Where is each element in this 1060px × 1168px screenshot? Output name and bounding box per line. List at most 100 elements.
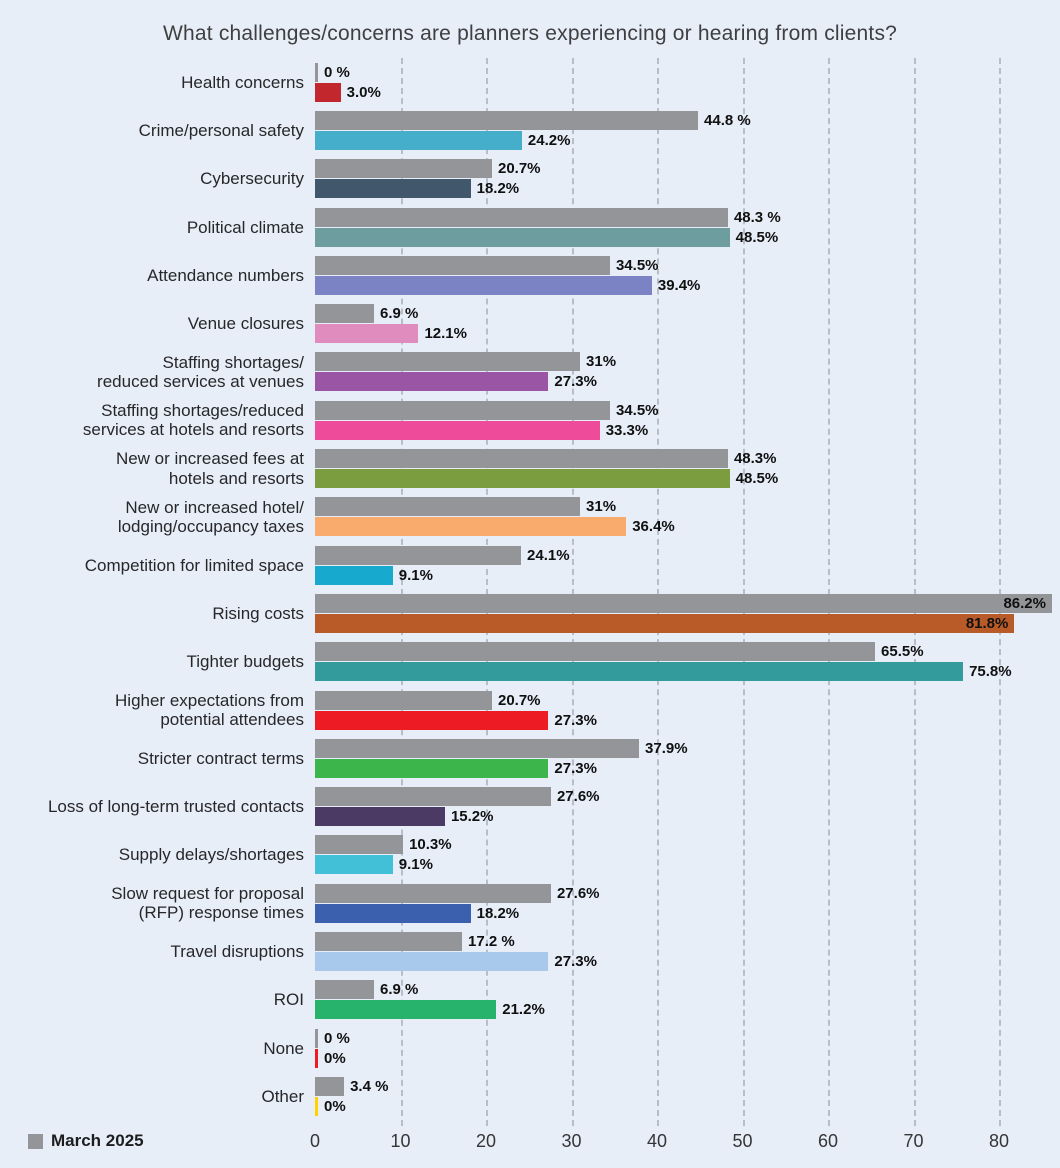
bar-march-2025 <box>315 787 551 807</box>
category-row: Crime/personal safety 44.8 % 24.2% <box>0 106 1060 154</box>
category-label: Higher expectations from potential atten… <box>115 690 304 729</box>
bar-line: 48.5% <box>315 469 1060 489</box>
category-row: Cybersecurity 20.7% 18.2% <box>0 155 1060 203</box>
bar-line: 33.3% <box>315 420 1060 440</box>
bar-march-2025: 86.2% <box>315 593 1052 613</box>
bar-line: 27.3% <box>315 758 1060 778</box>
category-label: Staffing shortages/reduced services at h… <box>82 401 304 440</box>
bar-value-label: 27.3% <box>554 759 597 777</box>
legend-march-2025-label: March 2025 <box>51 1131 144 1150</box>
bar-value-label: 75.8% <box>969 663 1012 681</box>
bar-line: 27.6% <box>315 883 1060 903</box>
category-row: Health concerns 0 % 3.0% <box>0 58 1060 106</box>
bar-comparison <box>315 469 730 489</box>
category-bars: 65.5% 75.8% <box>315 642 1060 682</box>
category-row: Loss of long-term trusted contacts 27.6%… <box>0 782 1060 830</box>
category-label: Cybersecurity <box>200 169 304 189</box>
bar-march-2025 <box>315 1028 318 1048</box>
category-label: New or increased fees at hotels and reso… <box>115 449 304 488</box>
category-row: Higher expectations from potential atten… <box>0 686 1060 734</box>
bar-line: 27.3% <box>315 710 1060 730</box>
bar-value-label: 81.8% <box>965 614 1009 632</box>
bar-comparison <box>315 324 419 344</box>
bar-line: 48.3% <box>315 449 1060 469</box>
category-bars: 34.5% 33.3% <box>315 400 1060 440</box>
bar-comparison <box>315 565 393 585</box>
bar-line: 24.1% <box>315 545 1060 565</box>
category-bars: 24.1% 9.1% <box>315 545 1060 585</box>
bar-value-label: 48.3 % <box>733 208 781 226</box>
category-row: Other 3.4 % 0% <box>0 1072 1060 1120</box>
bar-line: 0 % <box>315 62 1060 82</box>
bar-comparison <box>315 951 549 971</box>
bar-rows-container: Health concerns 0 % 3.0% Crime/personal s… <box>0 58 1060 1121</box>
bar-march-2025 <box>315 642 876 662</box>
category-row: ROI 6.9 % 21.2% <box>0 976 1060 1024</box>
bar-comparison <box>315 275 652 295</box>
category-bars: 0 % 0% <box>315 1028 1060 1068</box>
bar-value-label: 9.1% <box>398 566 433 584</box>
category-label: Slow request for proposal (RFP) response… <box>111 884 304 923</box>
bar-comparison <box>315 807 445 827</box>
bar-value-label: 27.3% <box>554 711 597 729</box>
bar-value-label: 0% <box>324 1097 346 1115</box>
bar-comparison <box>315 517 627 537</box>
bar-value-label: 18.2% <box>476 180 520 198</box>
bar-comparison: 81.8% <box>315 613 1015 633</box>
legend-march-2025-swatch <box>28 1133 43 1149</box>
bar-value-label: 0 % <box>324 1029 350 1047</box>
bar-march-2025 <box>315 449 728 469</box>
bar-value-label: 15.2% <box>450 808 494 826</box>
category-label: Rising costs <box>212 603 304 623</box>
category-row: Attendance numbers 34.5% 39.4% <box>0 251 1060 299</box>
category-label: Supply delays/shortages <box>118 845 304 865</box>
bar-march-2025 <box>315 400 610 420</box>
bar-comparison <box>315 903 471 923</box>
x-axis-tick: 40 <box>646 1131 668 1151</box>
bar-line: 18.2% <box>315 179 1060 199</box>
category-row: Slow request for proposal (RFP) response… <box>0 879 1060 927</box>
bar-value-label: 3.0% <box>346 83 381 101</box>
category-bars: 27.6% 18.2% <box>315 883 1060 923</box>
bar-value-label: 20.7% <box>497 160 541 178</box>
bar-march-2025 <box>315 255 610 275</box>
category-label: Health concerns <box>181 72 304 92</box>
bar-comparison <box>315 227 730 247</box>
category-label: Crime/personal safety <box>138 120 304 140</box>
bar-comparison <box>315 420 600 440</box>
bar-line: 27.6% <box>315 787 1060 807</box>
category-bars: 10.3% 9.1% <box>315 835 1060 875</box>
bar-value-label: 44.8 % <box>704 111 751 129</box>
bar-value-label: 33.3% <box>605 421 649 439</box>
bar-march-2025 <box>315 931 463 951</box>
category-label: Tighter budgets <box>186 652 305 672</box>
x-axis-tick: 10 <box>390 1131 411 1151</box>
category-bars: 34.5% 39.4% <box>315 255 1060 295</box>
x-axis-tick: 60 <box>817 1131 839 1151</box>
bar-line: 27.3% <box>315 951 1060 971</box>
category-row: Stricter contract terms 37.9% 27.3% <box>0 734 1060 782</box>
category-row: New or increased fees at hotels and reso… <box>0 444 1060 492</box>
bar-line: 17.2 % <box>315 931 1060 951</box>
bar-march-2025 <box>315 835 404 855</box>
bar-line: 31% <box>315 497 1060 517</box>
bar-line: 34.5% <box>315 400 1060 420</box>
bar-comparison <box>315 662 964 682</box>
bar-value-label: 39.4% <box>657 276 701 294</box>
bar-value-label: 31% <box>586 353 617 371</box>
bar-comparison <box>315 372 549 392</box>
bar-line: 48.5% <box>315 227 1060 247</box>
category-label: Competition for limited space <box>84 555 304 575</box>
category-bars: 48.3 % 48.5% <box>315 207 1060 247</box>
bar-line: 20.7% <box>315 690 1060 710</box>
bar-line: 0% <box>315 1048 1060 1068</box>
bar-value-label: 34.5% <box>615 401 659 419</box>
bar-line: 86.2% <box>315 593 1060 613</box>
bar-line: 10.3% <box>315 835 1060 855</box>
bar-march-2025 <box>315 545 522 565</box>
bar-line: 27.3% <box>315 372 1060 392</box>
bar-line: 15.2% <box>315 807 1060 827</box>
bar-line: 75.8% <box>315 662 1060 682</box>
category-bars: 0 % 3.0% <box>315 62 1060 102</box>
category-bars: 48.3% 48.5% <box>315 449 1060 489</box>
